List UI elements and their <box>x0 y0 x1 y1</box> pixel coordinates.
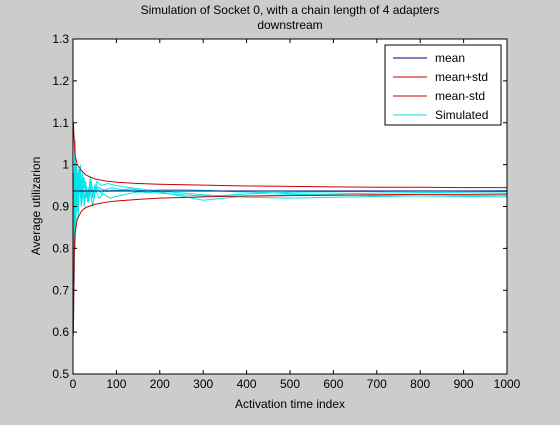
x-tick-label: 0 <box>70 377 77 391</box>
x-axis-label: Activation time index <box>235 397 345 411</box>
x-tick-label: 400 <box>237 377 257 391</box>
legend-box <box>384 44 502 126</box>
x-tick-label: 800 <box>410 377 430 391</box>
series-line-mean-plus-minus-std <box>72 122 507 189</box>
legend-label-mean-plus-std: mean+std <box>435 70 488 84</box>
y-tick-label: 0.8 <box>52 241 69 255</box>
chart-title-line-2: downstream <box>257 18 322 32</box>
ticks-layer: 0 100 200 300 400 500 600 700 800 900 1000 0.5 0.6 0.… <box>52 32 520 391</box>
y-tick-label: 0.6 <box>52 325 69 339</box>
series-layer <box>72 122 508 337</box>
legend-label-mean: mean <box>435 51 465 65</box>
x-tick-label: 700 <box>367 377 387 391</box>
y-tick-label: 0.5 <box>52 367 69 381</box>
x-tick-label: 900 <box>454 377 474 391</box>
series-line-mean-minus-std <box>72 193 508 333</box>
y-axis-label: Average utilizarion <box>29 157 43 256</box>
x-tick-label: 200 <box>150 377 170 391</box>
y-tick-label: 1.1 <box>52 116 69 130</box>
y-tick-label: 1 <box>62 158 69 172</box>
x-tick-label: 600 <box>323 377 343 391</box>
y-tick-label: 0.9 <box>52 200 69 214</box>
chart-title-line-1: Simulation of Socket 0, with a chain len… <box>141 3 440 17</box>
chart-title: Simulation of Socket 0, with a chain len… <box>141 3 440 32</box>
legend-label-simulated: Simulated <box>435 108 488 122</box>
y-tick-label: 0.7 <box>52 283 69 297</box>
x-tick-label: 100 <box>106 377 126 391</box>
y-tick-label: 1.3 <box>52 32 69 46</box>
x-tick-label: 300 <box>193 377 213 391</box>
legend-label-mean-std: mean-std <box>435 89 485 103</box>
x-tick-label: 1000 <box>494 377 521 391</box>
x-tick-label: 500 <box>280 377 300 391</box>
y-tick-label: 1.2 <box>52 74 69 88</box>
series-simulated-trace-4 <box>72 164 508 291</box>
legend: mean mean+std mean-std Simulated <box>384 44 502 126</box>
